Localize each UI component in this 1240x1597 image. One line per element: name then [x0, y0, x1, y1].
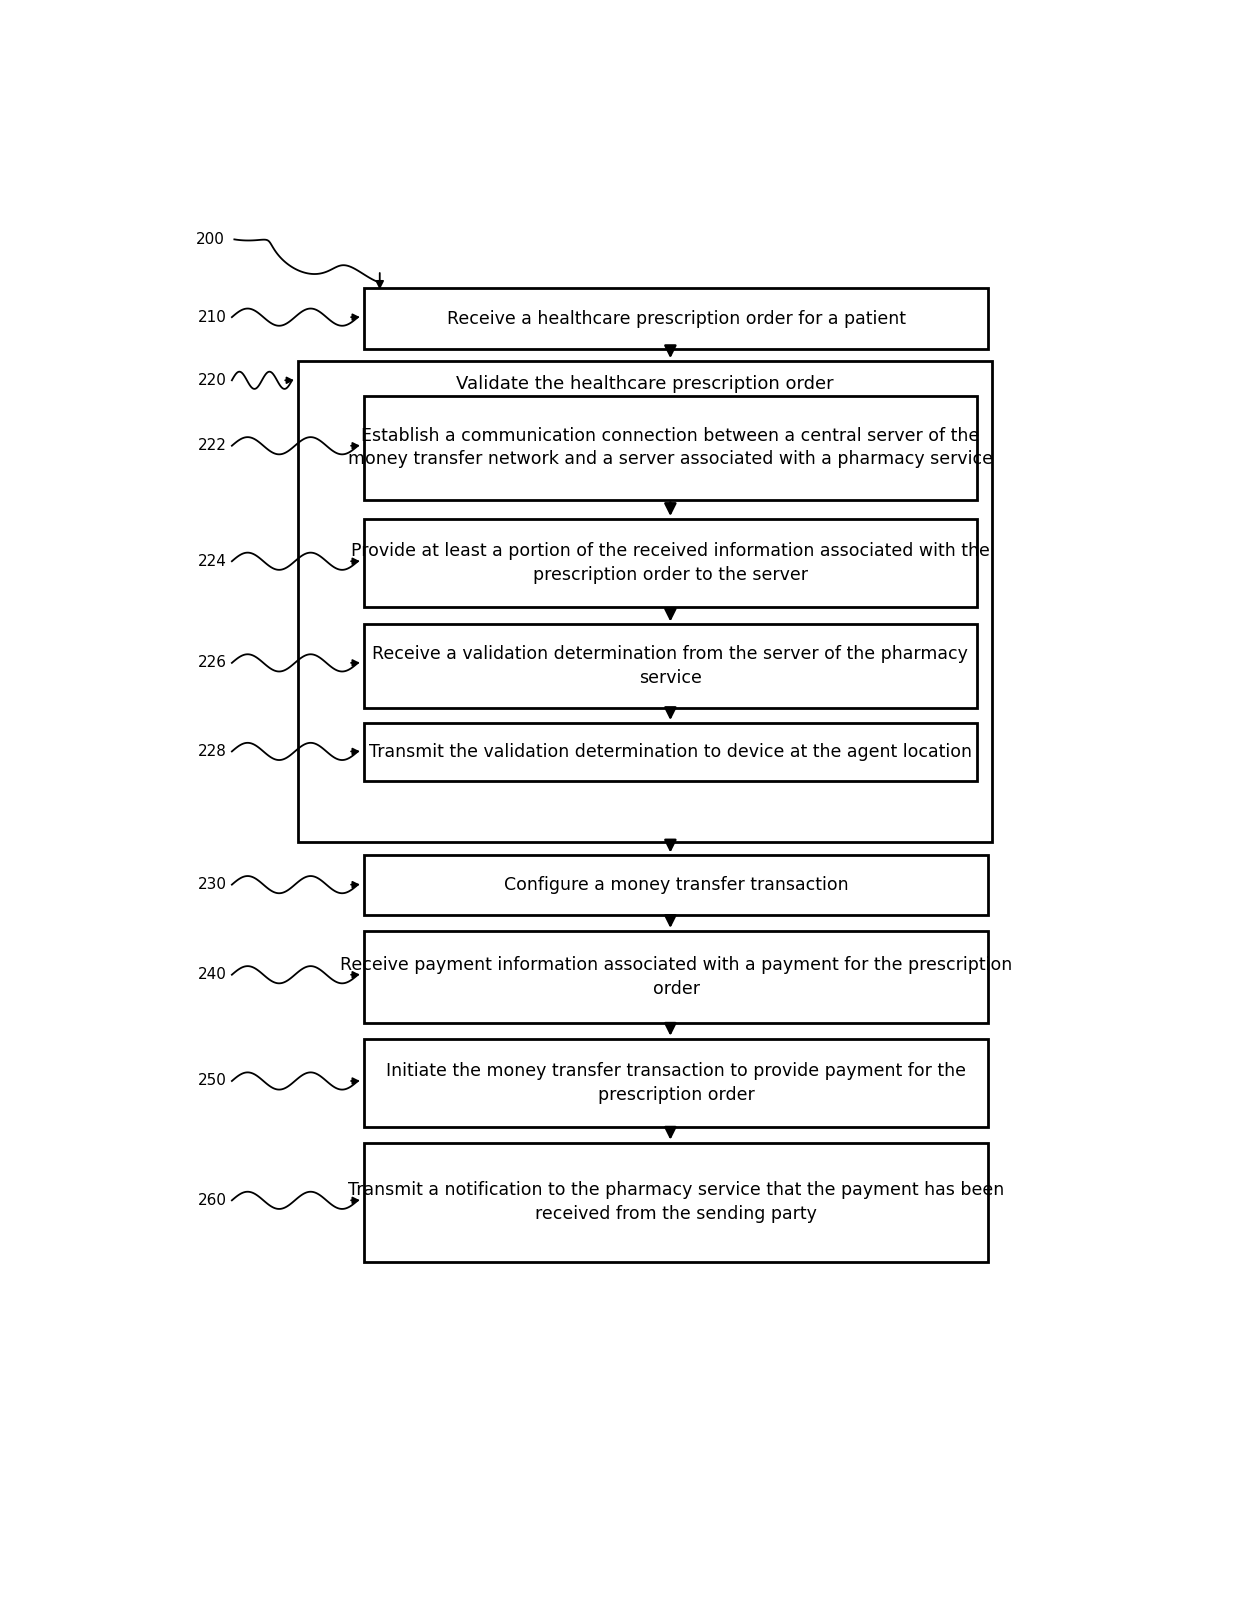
Text: Transmit the validation determination to device at the agent location: Transmit the validation determination to… [368, 743, 972, 760]
FancyBboxPatch shape [365, 519, 977, 607]
Text: Receive a validation determination from the server of the pharmacy
service: Receive a validation determination from … [372, 645, 968, 687]
Text: Initiate the money transfer transaction to provide payment for the
prescription : Initiate the money transfer transaction … [386, 1062, 966, 1104]
FancyBboxPatch shape [365, 624, 977, 707]
Text: 220: 220 [198, 372, 227, 388]
Text: 226: 226 [198, 655, 227, 671]
Text: 200: 200 [196, 232, 224, 248]
FancyBboxPatch shape [365, 931, 988, 1024]
Text: Configure a money transfer transaction: Configure a money transfer transaction [503, 877, 848, 894]
FancyBboxPatch shape [365, 856, 988, 915]
Text: 210: 210 [198, 310, 227, 324]
FancyBboxPatch shape [365, 1142, 988, 1262]
Text: 230: 230 [198, 877, 227, 893]
Text: Establish a communication connection between a central server of the
money trans: Establish a communication connection bet… [348, 426, 993, 468]
Text: 228: 228 [198, 744, 227, 759]
FancyBboxPatch shape [299, 361, 992, 842]
Text: 240: 240 [198, 968, 227, 982]
Text: 260: 260 [198, 1193, 227, 1207]
FancyBboxPatch shape [365, 287, 988, 350]
Text: Receive a healthcare prescription order for a patient: Receive a healthcare prescription order … [446, 310, 905, 327]
Text: 224: 224 [198, 554, 227, 569]
Text: 222: 222 [198, 438, 227, 454]
FancyBboxPatch shape [365, 1038, 988, 1127]
Text: Provide at least a portion of the received information associated with the
presc: Provide at least a portion of the receiv… [351, 543, 990, 585]
FancyBboxPatch shape [365, 723, 977, 781]
Text: 250: 250 [198, 1073, 227, 1089]
Text: Validate the healthcare prescription order: Validate the healthcare prescription ord… [456, 375, 835, 393]
FancyBboxPatch shape [365, 396, 977, 500]
Text: Receive payment information associated with a payment for the prescription
order: Receive payment information associated w… [340, 957, 1012, 998]
Text: Transmit a notification to the pharmacy service that the payment has been
receiv: Transmit a notification to the pharmacy … [348, 1182, 1004, 1223]
